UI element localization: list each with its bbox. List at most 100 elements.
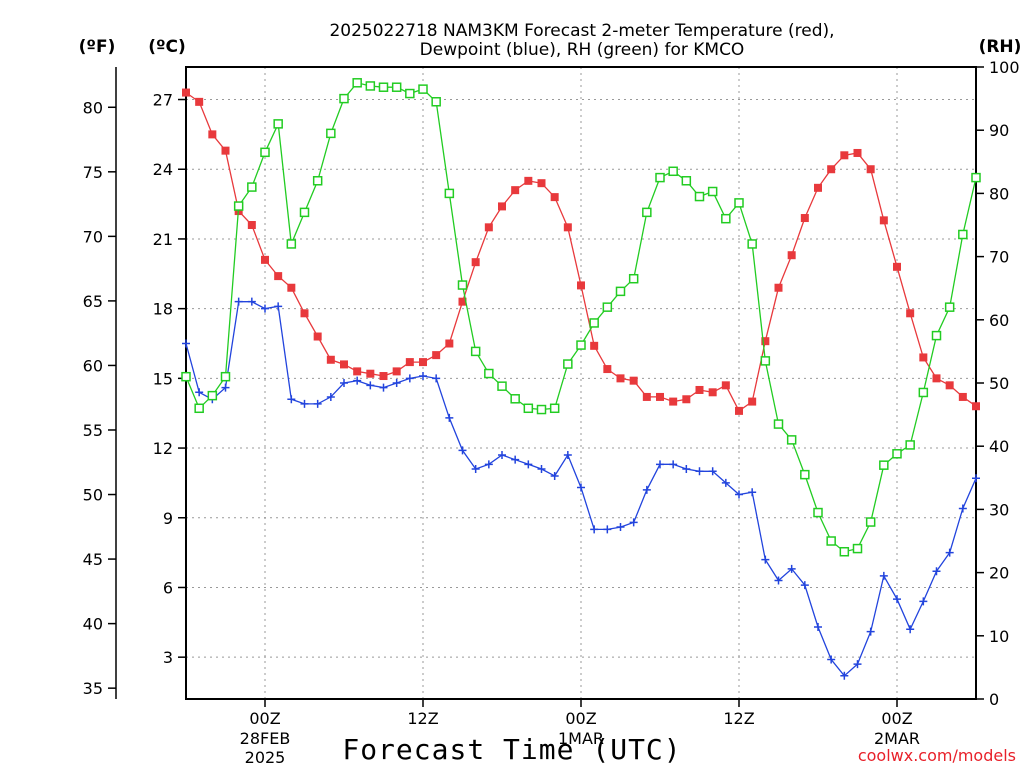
temperature-point	[182, 88, 190, 97]
dewpoint-point	[814, 622, 822, 631]
c-tick-label: 24	[153, 160, 173, 179]
temperature-point	[405, 358, 414, 367]
dewpoint-point	[972, 474, 980, 483]
rh-point	[721, 213, 731, 224]
temperature-point	[721, 381, 730, 390]
rh-point	[194, 403, 204, 414]
rh-tick-label: 60	[989, 311, 1009, 330]
dewpoint-point	[537, 464, 546, 473]
rh-point	[734, 198, 744, 208]
temperature-point	[866, 165, 875, 174]
dewpoint-point	[498, 451, 506, 460]
dewpoint-point	[471, 464, 480, 473]
temperature-point	[300, 309, 309, 318]
temperature-point	[379, 372, 388, 381]
x-tick-label: 00Z	[881, 709, 912, 728]
rh-point	[905, 440, 915, 450]
temperature-point	[958, 392, 967, 401]
temperature-point	[814, 183, 822, 192]
dewpoint-point	[958, 504, 967, 513]
rh-point	[707, 186, 718, 197]
rh-point	[181, 371, 191, 382]
c-tick-label: 6	[163, 578, 173, 597]
dewpoint-point	[405, 374, 414, 383]
rh-point	[233, 201, 244, 211]
temperature-point	[590, 341, 599, 350]
rh-point	[220, 371, 231, 382]
dewpoint-point	[945, 548, 954, 557]
rh-point	[786, 435, 797, 445]
temperature-point	[800, 214, 809, 223]
temperature-point	[919, 353, 928, 362]
rh-point	[958, 229, 968, 240]
dewpoint-point	[774, 576, 783, 585]
dewpoint-point	[287, 395, 296, 404]
dewpoint-point	[748, 488, 757, 497]
temperature-point	[853, 148, 862, 157]
dewpoint-point	[695, 467, 704, 476]
axis-tick-labels: 3 6 9 12 15 18 21 24 27 35 40 45 50 55 60 65 70 75 80 0 10 20…	[83, 58, 1020, 767]
rh-point	[892, 449, 902, 459]
temperature-point	[879, 216, 888, 225]
dewpoint-point	[366, 381, 375, 390]
dewpoint-point	[893, 595, 901, 604]
c-tick-label: 12	[153, 439, 173, 458]
temperature-point	[748, 397, 757, 406]
plot-frame	[185, 66, 977, 700]
rh-point	[378, 82, 389, 92]
rh-point	[444, 188, 455, 199]
dewpoint-point	[827, 655, 836, 664]
rh-point	[773, 419, 784, 429]
rh-tick-label: 90	[989, 121, 1009, 140]
temperature-point	[511, 186, 520, 195]
f-tick-label: 80	[83, 98, 103, 117]
dewpoint-point	[577, 483, 585, 492]
dewpoint-point	[484, 460, 493, 469]
temperature-point	[669, 397, 678, 406]
chart-title-line2: Dewpoint (blue), RH (green) for KMCO	[420, 40, 745, 60]
dewpoint-point	[247, 297, 256, 306]
rh-point	[944, 302, 955, 312]
chart-title-line1: 2025022718 NAM3KM Forecast 2-meter Tempe…	[329, 21, 834, 41]
rh-point	[563, 359, 573, 369]
rh-point	[536, 404, 547, 415]
temperature-point	[906, 309, 915, 318]
dewpoint-point	[708, 467, 717, 476]
temperature-point	[221, 146, 230, 155]
temperature-point	[524, 176, 533, 185]
rh-point	[312, 176, 323, 186]
temperature-point	[445, 339, 454, 348]
rh-point	[405, 88, 415, 99]
temperature-point	[629, 376, 638, 385]
rh-series	[181, 78, 981, 557]
rh-point	[510, 394, 520, 404]
celsius-axis-unit: (ºC)	[148, 37, 186, 57]
rh-point	[931, 330, 942, 341]
rh-tick-label: 50	[989, 374, 1009, 393]
f-tick-label: 40	[83, 615, 103, 634]
rh-point	[602, 302, 613, 312]
rh-tick-label: 70	[989, 248, 1009, 267]
temperature-point	[419, 358, 427, 367]
rh-point	[760, 356, 771, 366]
rh-point	[431, 97, 441, 107]
c-tick-label: 15	[153, 369, 173, 388]
rh-tick-label: 100	[989, 58, 1020, 77]
temperature-point	[893, 262, 901, 271]
temperature-point	[287, 283, 296, 292]
rh-point	[339, 93, 349, 104]
dewpoint-point	[761, 555, 770, 564]
temperature-point	[498, 202, 506, 211]
c-tick-label: 9	[163, 509, 173, 528]
dewpoint-point	[840, 671, 849, 680]
temperature-point	[458, 297, 467, 306]
temperature-point	[827, 165, 836, 174]
dewpoint-point	[866, 627, 875, 636]
f-tick-label: 65	[83, 292, 103, 311]
rh-point	[549, 403, 560, 414]
dewpoint-point	[300, 399, 309, 408]
rh-point	[655, 172, 665, 183]
rh-point	[273, 119, 283, 129]
rh-point	[391, 82, 402, 92]
rh-point	[207, 390, 218, 401]
